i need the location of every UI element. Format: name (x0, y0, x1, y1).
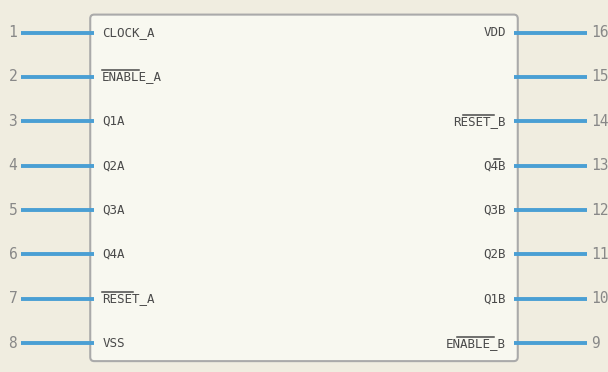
Text: Q1A: Q1A (102, 115, 125, 128)
FancyBboxPatch shape (90, 15, 518, 361)
Text: 1: 1 (9, 25, 17, 40)
Text: 11: 11 (591, 247, 608, 262)
Text: ENABLE_B: ENABLE_B (446, 337, 506, 350)
Text: 4: 4 (9, 158, 17, 173)
Text: 13: 13 (591, 158, 608, 173)
Text: Q2B: Q2B (483, 248, 506, 261)
Text: 2: 2 (9, 70, 17, 84)
Text: RESET_A: RESET_A (102, 292, 155, 305)
Text: 9: 9 (591, 336, 599, 351)
Text: Q4A: Q4A (102, 248, 125, 261)
Text: 16: 16 (591, 25, 608, 40)
Text: 5: 5 (9, 202, 17, 218)
Text: ENABLE_A: ENABLE_A (102, 70, 162, 83)
Text: Q2A: Q2A (102, 159, 125, 172)
Text: 7: 7 (9, 291, 17, 306)
Text: 14: 14 (591, 114, 608, 129)
Text: 10: 10 (591, 291, 608, 306)
Text: VSS: VSS (102, 337, 125, 350)
Text: 8: 8 (9, 336, 17, 351)
Text: Q3A: Q3A (102, 203, 125, 217)
Text: CLOCK_A: CLOCK_A (102, 26, 155, 39)
Text: RESET_B: RESET_B (453, 115, 506, 128)
Text: 15: 15 (591, 70, 608, 84)
Text: 12: 12 (591, 202, 608, 218)
Text: 3: 3 (9, 114, 17, 129)
Text: Q3B: Q3B (483, 203, 506, 217)
Text: Q4B: Q4B (483, 159, 506, 172)
Text: Q1B: Q1B (483, 292, 506, 305)
Text: VDD: VDD (483, 26, 506, 39)
Text: 6: 6 (9, 247, 17, 262)
